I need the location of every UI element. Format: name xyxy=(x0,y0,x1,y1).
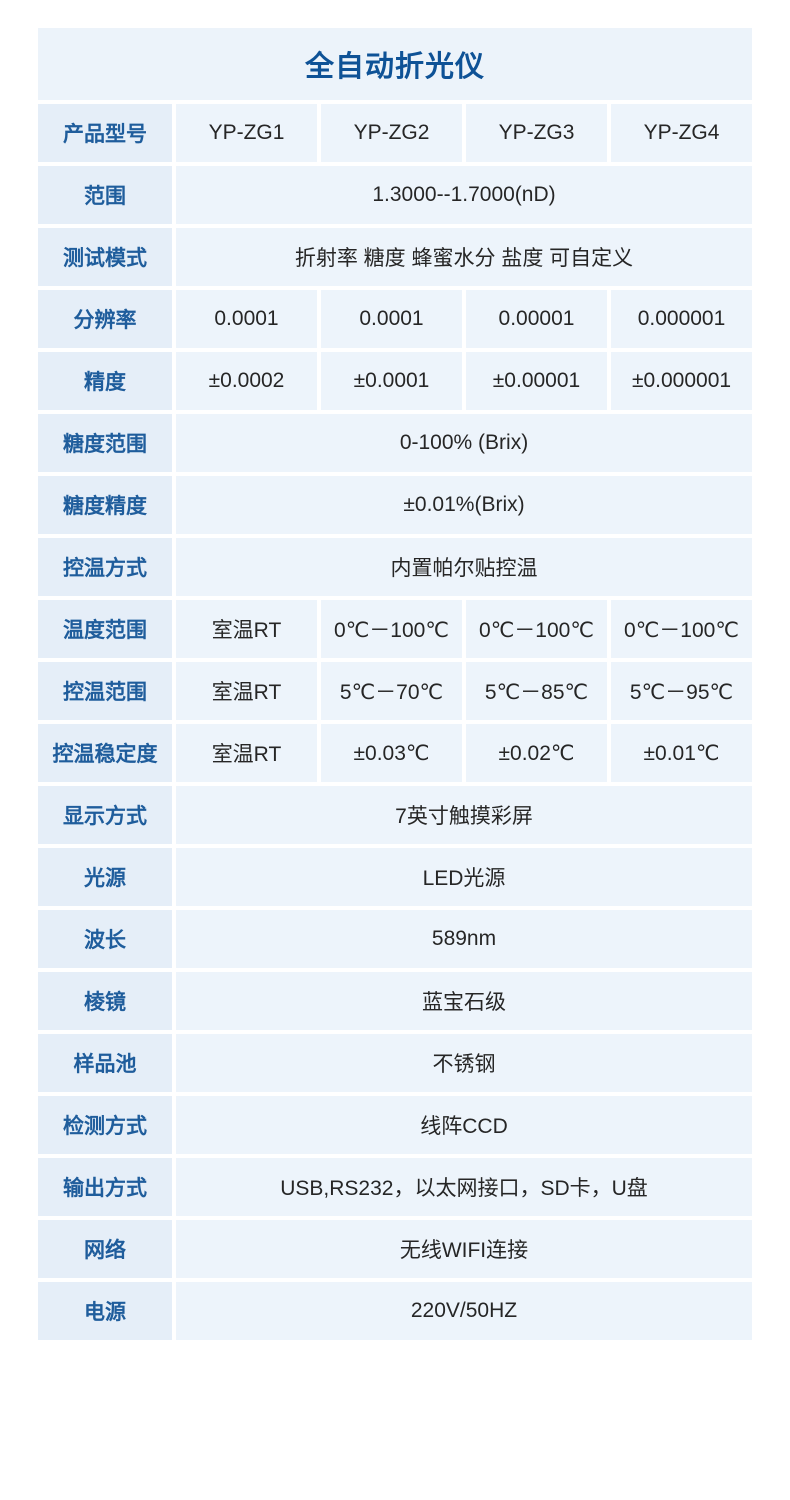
spec-row-power: 电源 220V/50HZ xyxy=(38,1282,752,1340)
accuracy-cell: ±0.00001 xyxy=(466,352,607,410)
accuracy-cell: ±0.0002 xyxy=(176,352,317,410)
spec-row-temp-control-range: 控温范围 室温RT 5℃－70℃ 5℃－85℃ 5℃－95℃ xyxy=(38,662,752,720)
row-label: 范围 xyxy=(38,166,172,224)
spec-row-temp-range: 温度范围 室温RT 0℃－100℃ 0℃－100℃ 0℃－100℃ xyxy=(38,600,752,658)
temp-range-cell: 0℃－100℃ xyxy=(466,600,607,658)
temp-range-cell: 室温RT xyxy=(176,600,317,658)
spec-row-display: 显示方式 7英寸触摸彩屏 xyxy=(38,786,752,844)
spec-row-brix-range: 糖度范围 0-100% (Brix) xyxy=(38,414,752,472)
resolution-cell: 0.0001 xyxy=(176,290,317,348)
row-label: 糖度精度 xyxy=(38,476,172,534)
resolution-cell: 0.0001 xyxy=(321,290,462,348)
resolution-cell: 0.000001 xyxy=(611,290,752,348)
row-label: 产品型号 xyxy=(38,104,172,162)
row-label: 样品池 xyxy=(38,1034,172,1092)
row-value: LED光源 xyxy=(176,848,752,906)
spec-row-sample-cell: 样品池 不锈钢 xyxy=(38,1034,752,1092)
temp-stability-cell: ±0.03℃ xyxy=(321,724,462,782)
row-label: 精度 xyxy=(38,352,172,410)
row-label: 控温稳定度 xyxy=(38,724,172,782)
spec-row-wavelength: 波长 589nm xyxy=(38,910,752,968)
resolution-cell: 0.00001 xyxy=(466,290,607,348)
row-value: 无线WIFI连接 xyxy=(176,1220,752,1278)
row-label: 控温方式 xyxy=(38,538,172,596)
row-label: 检测方式 xyxy=(38,1096,172,1154)
temp-stability-cell: ±0.01℃ xyxy=(611,724,752,782)
temp-control-range-cell: 5℃－95℃ xyxy=(611,662,752,720)
spec-row-accuracy: 精度 ±0.0002 ±0.0001 ±0.00001 ±0.000001 xyxy=(38,352,752,410)
row-value: 蓝宝石级 xyxy=(176,972,752,1030)
row-label: 电源 xyxy=(38,1282,172,1340)
accuracy-cell: ±0.000001 xyxy=(611,352,752,410)
row-label: 测试模式 xyxy=(38,228,172,286)
row-value: 内置帕尔贴控温 xyxy=(176,538,752,596)
spec-row-light-source: 光源 LED光源 xyxy=(38,848,752,906)
accuracy-cell: ±0.0001 xyxy=(321,352,462,410)
temp-range-cell: 0℃－100℃ xyxy=(321,600,462,658)
spec-row-range: 范围 1.3000--1.7000(nD) xyxy=(38,166,752,224)
row-label: 显示方式 xyxy=(38,786,172,844)
model-cell: YP-ZG4 xyxy=(611,104,752,162)
temp-stability-cell: ±0.02℃ xyxy=(466,724,607,782)
spec-row-output: 输出方式 USB,RS232，以太网接口，SD卡，U盘 xyxy=(38,1158,752,1216)
table-title: 全自动折光仪 xyxy=(38,28,752,100)
row-label: 糖度范围 xyxy=(38,414,172,472)
spec-row-resolution: 分辨率 0.0001 0.0001 0.00001 0.000001 xyxy=(38,290,752,348)
spec-row-prism: 棱镜 蓝宝石级 xyxy=(38,972,752,1030)
row-value: USB,RS232，以太网接口，SD卡，U盘 xyxy=(176,1158,752,1216)
row-value: 1.3000--1.7000(nD) xyxy=(176,166,752,224)
row-value: 折射率 糖度 蜂蜜水分 盐度 可自定义 xyxy=(176,228,752,286)
row-value: 589nm xyxy=(176,910,752,968)
row-label: 温度范围 xyxy=(38,600,172,658)
temp-control-range-cell: 5℃－85℃ xyxy=(466,662,607,720)
row-value: 线阵CCD xyxy=(176,1096,752,1154)
temp-stability-cell: 室温RT xyxy=(176,724,317,782)
row-value: 不锈钢 xyxy=(176,1034,752,1092)
row-label: 控温范围 xyxy=(38,662,172,720)
row-value: 7英寸触摸彩屏 xyxy=(176,786,752,844)
row-label: 网络 xyxy=(38,1220,172,1278)
model-cell: YP-ZG2 xyxy=(321,104,462,162)
spec-row-test-modes: 测试模式 折射率 糖度 蜂蜜水分 盐度 可自定义 xyxy=(38,228,752,286)
spec-row-brix-accuracy: 糖度精度 ±0.01%(Brix) xyxy=(38,476,752,534)
temp-control-range-cell: 5℃－70℃ xyxy=(321,662,462,720)
model-cell: YP-ZG3 xyxy=(466,104,607,162)
row-label: 波长 xyxy=(38,910,172,968)
spec-row-detection: 检测方式 线阵CCD xyxy=(38,1096,752,1154)
row-label: 光源 xyxy=(38,848,172,906)
row-label: 棱镜 xyxy=(38,972,172,1030)
row-label: 输出方式 xyxy=(38,1158,172,1216)
row-value: 220V/50HZ xyxy=(176,1282,752,1340)
spec-row-temp-control-method: 控温方式 内置帕尔贴控温 xyxy=(38,538,752,596)
spec-row-temp-stability: 控温稳定度 室温RT ±0.03℃ ±0.02℃ ±0.01℃ xyxy=(38,724,752,782)
row-value: 0-100% (Brix) xyxy=(176,414,752,472)
temp-range-cell: 0℃－100℃ xyxy=(611,600,752,658)
model-cell: YP-ZG1 xyxy=(176,104,317,162)
row-value: ±0.01%(Brix) xyxy=(176,476,752,534)
temp-control-range-cell: 室温RT xyxy=(176,662,317,720)
spec-row-model: 产品型号 YP-ZG1 YP-ZG2 YP-ZG3 YP-ZG4 xyxy=(38,104,752,162)
spec-table: 全自动折光仪 产品型号 YP-ZG1 YP-ZG2 YP-ZG3 YP-ZG4 … xyxy=(38,28,752,1344)
row-label: 分辨率 xyxy=(38,290,172,348)
spec-row-network: 网络 无线WIFI连接 xyxy=(38,1220,752,1278)
